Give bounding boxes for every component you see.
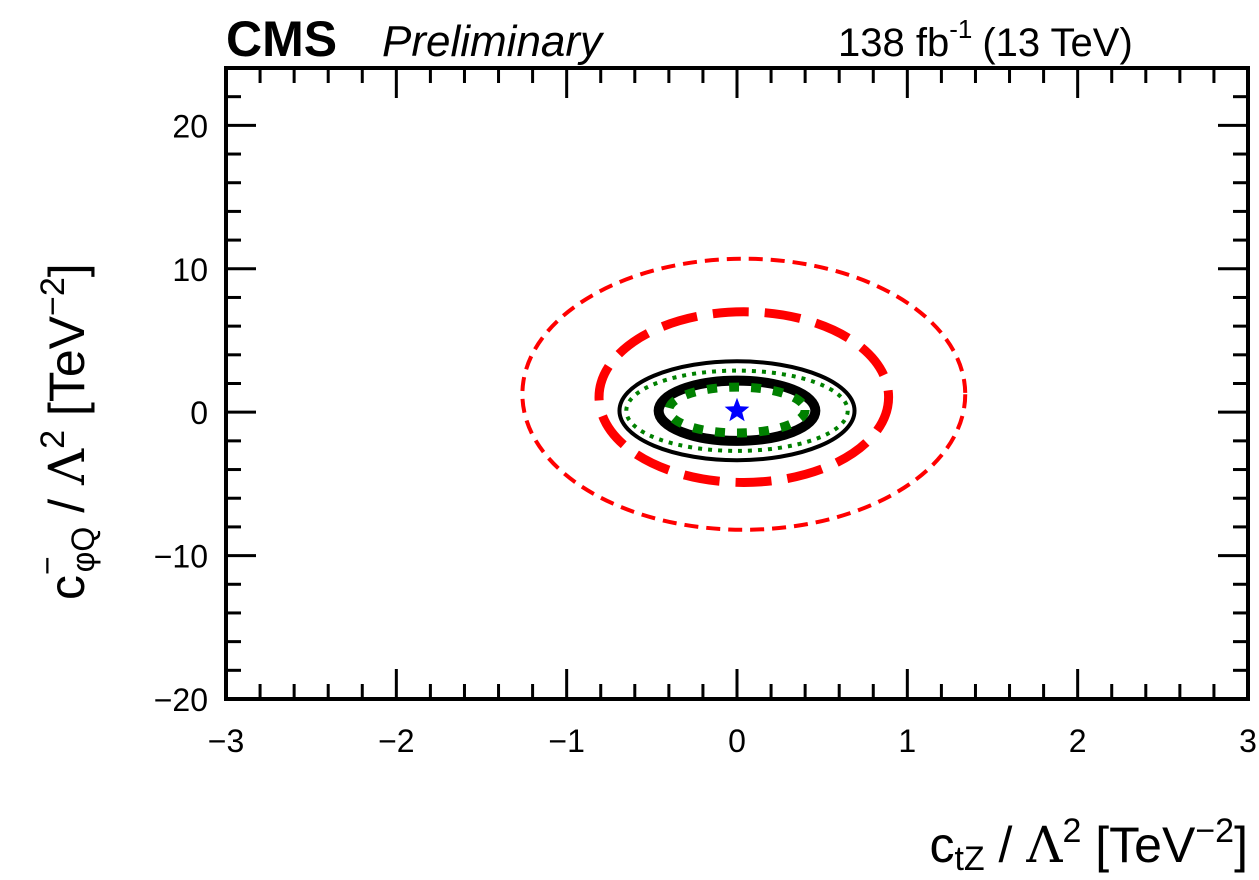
x-tick-label: 0 bbox=[728, 723, 746, 759]
x-tick-label: −1 bbox=[548, 723, 584, 759]
contour-dashed-thin bbox=[520, 256, 968, 532]
x-tick-label: 3 bbox=[1239, 723, 1257, 759]
x-tick-label: 2 bbox=[1069, 723, 1087, 759]
contour-dotted-thin bbox=[624, 368, 850, 453]
contour-dashed-thick bbox=[594, 307, 894, 487]
x-tick-label: 1 bbox=[898, 723, 916, 759]
contour-solid-thin bbox=[617, 359, 857, 463]
best-fit-marker bbox=[724, 397, 750, 422]
luminosity-value: 138 fb bbox=[838, 21, 949, 65]
axis-ticks bbox=[224, 66, 1250, 701]
y-tick-label: 0 bbox=[190, 395, 208, 431]
contours bbox=[520, 256, 968, 532]
x-tick-label: −2 bbox=[378, 723, 414, 759]
cms-label: CMS bbox=[226, 11, 337, 67]
x-tick-labels: −3 −2 −1 0 1 2 3 bbox=[208, 723, 1257, 759]
best-fit-star bbox=[724, 397, 750, 422]
y-axis-title: c−φQ / Λ2 [TeV−2] bbox=[29, 263, 101, 600]
x-tick-label: −3 bbox=[208, 723, 244, 759]
contour-dotted-thick bbox=[664, 382, 810, 438]
y-tick-labels: −20 −10 0 10 20 bbox=[154, 108, 208, 718]
x-axis-title: ctZ / Λ2 [TeV−2] bbox=[929, 812, 1248, 878]
preliminary-label: Preliminary bbox=[382, 17, 605, 66]
energy-label: (13 TeV) bbox=[982, 21, 1132, 65]
y-tick-label: −20 bbox=[154, 682, 208, 718]
luminosity-exponent: -1 bbox=[949, 14, 972, 44]
y-tick-label: 10 bbox=[172, 252, 208, 288]
y-tick-label: −10 bbox=[154, 539, 208, 575]
contour-solid-thick bbox=[653, 375, 821, 446]
luminosity-label: 138 fb-1 (13 TeV) bbox=[838, 14, 1133, 65]
y-tick-label: 20 bbox=[172, 108, 208, 144]
